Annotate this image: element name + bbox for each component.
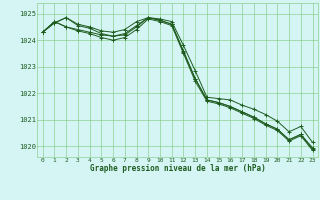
X-axis label: Graphe pression niveau de la mer (hPa): Graphe pression niveau de la mer (hPa) — [90, 164, 266, 173]
